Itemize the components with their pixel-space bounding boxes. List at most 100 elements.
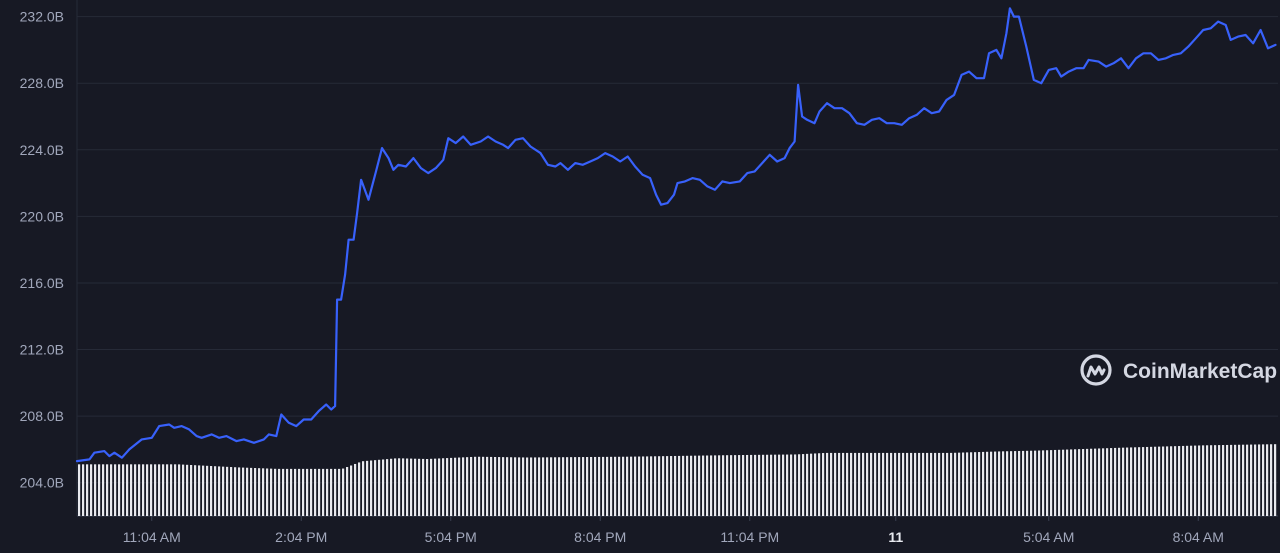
volume-bar — [326, 468, 329, 516]
volume-bar — [1210, 445, 1213, 516]
volume-bar — [726, 455, 729, 516]
volume-bar — [954, 452, 957, 516]
volume-bar — [990, 451, 993, 516]
volume-bar — [830, 452, 833, 516]
volume-bar — [266, 468, 269, 516]
volume-bar — [1226, 444, 1229, 516]
volume-bar — [178, 464, 181, 516]
volume-bar — [1158, 446, 1161, 516]
volume-bar — [1106, 448, 1109, 516]
volume-bar — [1018, 450, 1021, 516]
volume-bar — [706, 455, 709, 516]
volume-bar — [838, 452, 841, 516]
volume-bar — [630, 456, 633, 516]
volume-bar — [590, 456, 593, 516]
volume-bar — [110, 464, 113, 516]
volume-bar — [610, 456, 613, 516]
volume-bar — [174, 464, 177, 516]
volume-bar — [774, 454, 777, 516]
volume-bar — [450, 457, 453, 516]
volume-bar — [378, 459, 381, 516]
volume-bar — [1062, 449, 1065, 516]
volume-bar — [426, 458, 429, 516]
volume-bar — [330, 468, 333, 516]
volume-bar — [790, 454, 793, 516]
volume-bar — [390, 458, 393, 516]
volume-bar — [350, 465, 353, 516]
volume-bar — [1014, 451, 1017, 516]
volume-bar — [314, 468, 317, 516]
volume-bar — [962, 452, 965, 516]
volume-bar — [534, 457, 537, 516]
volume-bar — [134, 464, 137, 516]
volume-bar — [910, 452, 913, 516]
volume-bar — [1070, 449, 1073, 516]
volume-bar — [98, 464, 101, 516]
volume-bar — [414, 458, 417, 516]
volume-bar — [226, 466, 229, 516]
volume-bar — [850, 452, 853, 516]
volume-bar — [506, 457, 509, 516]
x-tick-label: 11:04 AM — [123, 529, 181, 545]
volume-bar — [238, 467, 241, 516]
volume-bar — [546, 457, 549, 516]
volume-bar — [118, 464, 121, 516]
y-tick-label: 232.0B — [20, 9, 64, 25]
volume-bar — [1078, 449, 1081, 516]
volume-bar — [306, 468, 309, 516]
volume-bar — [854, 452, 857, 516]
grid-lines — [76, 0, 1278, 517]
volume-bar — [654, 456, 657, 516]
x-tick-label: 11:04 PM — [720, 529, 779, 545]
volume-bar — [478, 456, 481, 516]
volume-bar — [422, 458, 425, 516]
volume-bar — [794, 454, 797, 516]
volume-bar — [294, 468, 297, 516]
volume-bar — [1058, 449, 1061, 516]
volume-bar — [130, 464, 133, 516]
volume-bar — [126, 464, 129, 516]
volume-bar — [94, 464, 97, 516]
volume-bar — [894, 452, 897, 516]
volume-bar — [634, 456, 637, 516]
volume-bar — [418, 458, 421, 516]
volume-bar — [1178, 446, 1181, 516]
volume-bar — [826, 452, 829, 516]
volume-bar — [638, 456, 641, 516]
volume-bar — [290, 468, 293, 516]
volume-bar — [1042, 450, 1045, 516]
volume-bar — [486, 456, 489, 516]
volume-bar — [502, 457, 505, 516]
volume-bar — [606, 456, 609, 516]
volume-bar — [802, 454, 805, 516]
y-tick-label: 228.0B — [20, 75, 64, 91]
volume-bar — [514, 457, 517, 516]
volume-bar — [1038, 450, 1041, 516]
volume-bar — [106, 464, 109, 516]
volume-bar — [678, 455, 681, 516]
volume-bar — [142, 464, 145, 516]
volume-bar — [1186, 445, 1189, 516]
volume-bar — [742, 455, 745, 516]
volume-bar — [650, 456, 653, 516]
volume-bar — [358, 462, 361, 516]
volume-bar — [562, 457, 565, 516]
volume-bar — [906, 452, 909, 516]
volume-bar — [322, 468, 325, 516]
volume-bar — [1274, 444, 1277, 516]
volume-bar — [242, 467, 245, 516]
volume-bar — [986, 451, 989, 516]
volume-bar — [998, 451, 1001, 516]
volume-bar — [734, 455, 737, 516]
volume-bar — [194, 465, 197, 516]
volume-bar — [902, 452, 905, 516]
volume-bar — [458, 457, 461, 516]
volume-bar — [446, 458, 449, 516]
volume-bar — [842, 452, 845, 516]
volume-bar — [766, 454, 769, 516]
volume-bar — [1050, 450, 1053, 516]
volume-bar — [1126, 447, 1129, 516]
volume-bar — [722, 455, 725, 516]
volume-bar — [926, 452, 929, 516]
volume-bar — [1250, 444, 1253, 516]
